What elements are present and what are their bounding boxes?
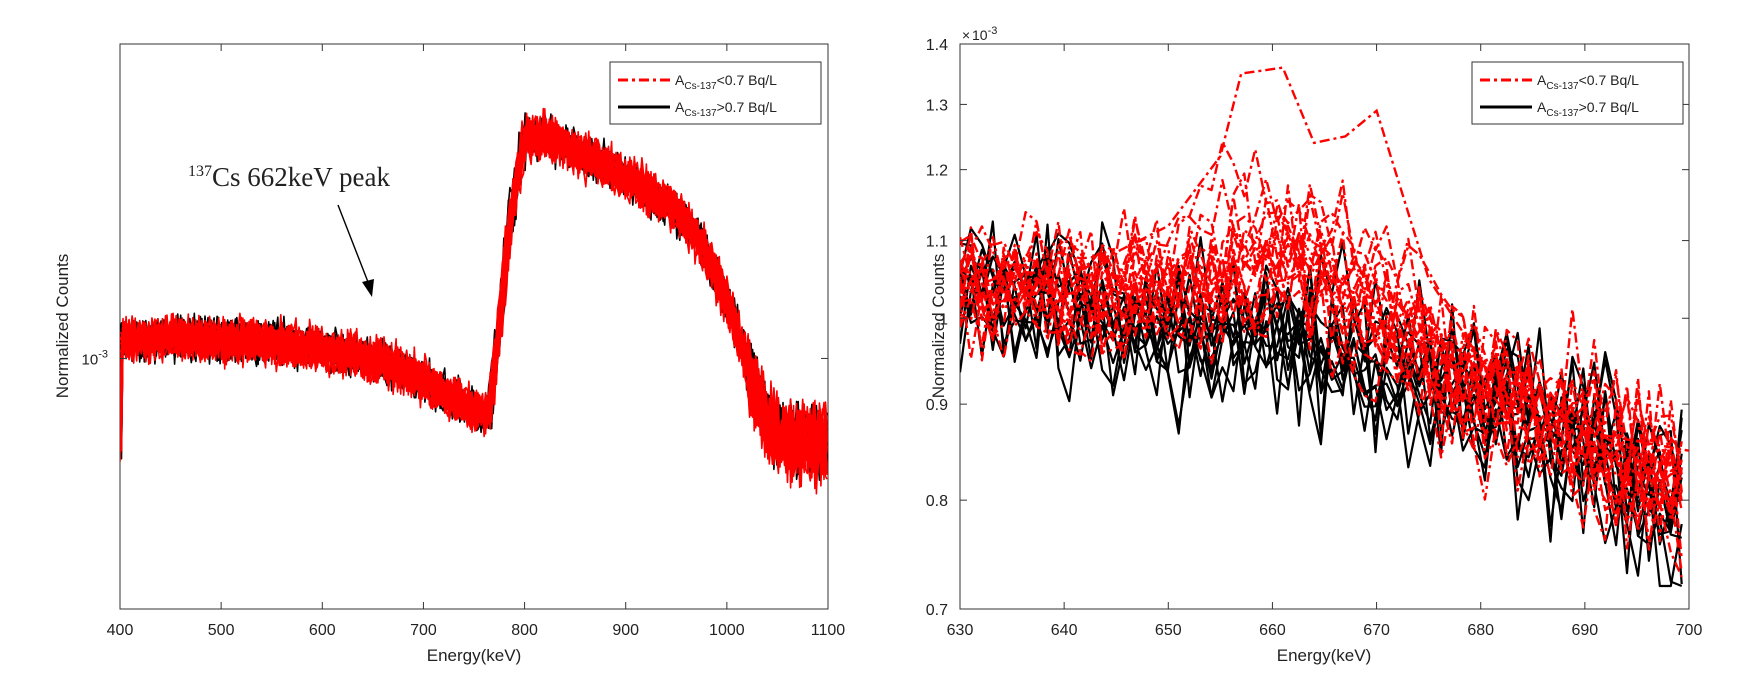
peak-annotation-mass-number: 137: [188, 163, 212, 180]
right-series-group: [960, 66, 1689, 588]
right-legend-label-high: ACs-137>0.7 Bq/L: [1537, 99, 1639, 119]
right-y-tick-label-1.4: 1.4: [926, 37, 948, 54]
left-x-tick-label-1100: 1100: [811, 622, 846, 639]
right-series-high-6: [960, 233, 1683, 575]
right-y-tick-label-1.2: 1.2: [926, 163, 948, 180]
left-axis-ticks: 400 500 600 700 800 900 1000 1100 10-3: [82, 44, 846, 639]
right-series-low-12: [960, 195, 1683, 551]
left-legend-box: [609, 61, 822, 125]
peak-annotation-arrow: [337, 204, 369, 283]
right-legend: ACs-137<0.7 Bq/L ACs-137>0.7 Bq/L: [1471, 61, 1684, 125]
right-y-tick-label-1.1: 1.1: [926, 234, 948, 251]
right-axis-ticks: 630 640 650 660 670 680 690 700 0.7 0.8 0.9 1 1.1 1.2…: [926, 37, 1703, 639]
right-series-low-8: [960, 211, 1683, 573]
right-exponent-label: 10-3: [972, 25, 997, 43]
right-x-tick-label-630: 630: [947, 622, 974, 639]
right-legend-box: [1471, 61, 1684, 125]
right-y-tick-label-0.8: 0.8: [926, 493, 948, 510]
right-x-tick-label-680: 680: [1467, 622, 1494, 639]
right-y-tick-label-1.3: 1.3: [926, 97, 948, 114]
right-series-low-11: [960, 178, 1683, 505]
right-series-low-5: [960, 211, 1682, 550]
right-x-label: Energy(keV): [1277, 646, 1371, 665]
right-series-low-15: [960, 226, 1683, 519]
right-series-low-16: [960, 202, 1683, 505]
peak-annotation-text: Cs 662keV peak: [212, 162, 390, 192]
right-x-tick-label-670: 670: [1363, 622, 1390, 639]
peak-annotation-arrowhead: [362, 279, 374, 297]
left-y-tick-label-0: 10-3: [82, 348, 108, 368]
left-x-label: Energy(keV): [427, 646, 521, 665]
left-legend-label-low: ACs-137<0.7 Bq/L: [675, 72, 777, 92]
left-legend-label-high: ACs-137>0.7 Bq/L: [675, 99, 777, 119]
right-legend-label-low: ACs-137<0.7 Bq/L: [1537, 72, 1639, 92]
left-legend: ACs-137<0.7 Bq/L ACs-137>0.7 Bq/L: [609, 61, 822, 125]
right-series-high-3: [960, 238, 1683, 532]
right-x-tick-label-700: 700: [1676, 622, 1703, 639]
left-series-low-17: [120, 115, 828, 489]
peak-annotation: 137Cs 662keV peak: [188, 162, 390, 192]
right-series-low-10: [960, 230, 1683, 559]
right-x-tick-label-660: 660: [1259, 622, 1286, 639]
right-y-tick-label-0.7: 0.7: [926, 602, 948, 619]
right-series-low-peak: [960, 66, 1689, 452]
left-x-tick-label-900: 900: [612, 622, 639, 639]
right-y-tick-label-0.9: 0.9: [926, 397, 948, 414]
left-x-tick-label-1000: 1000: [709, 622, 745, 639]
left-x-tick-label-700: 700: [410, 622, 437, 639]
left-series-group: [120, 107, 828, 495]
right-chart: 630 640 650 660 670 680 690 700 0.7 0.8 0.9 1 1.1 1.2…: [926, 25, 1703, 665]
left-series-low-16: [120, 115, 828, 489]
right-y-tick-label-1: 1: [939, 311, 948, 328]
right-series-low-6: [960, 224, 1683, 529]
right-x-tick-label-640: 640: [1051, 622, 1078, 639]
left-chart: 400 500 600 700 800 900 1000 1100 10-3 Energy(ke…: [53, 43, 846, 665]
right-series-high-10: [960, 220, 1683, 522]
left-x-tick-label-400: 400: [107, 622, 134, 639]
left-y-label: Normalized Counts: [53, 254, 72, 399]
right-x-tick-label-690: 690: [1572, 622, 1599, 639]
right-y-label: Normalized Counts: [929, 254, 948, 399]
left-x-tick-label-600: 600: [309, 622, 336, 639]
right-exponent-times: ×: [962, 27, 970, 43]
left-x-tick-label-800: 800: [511, 622, 538, 639]
right-x-tick-label-650: 650: [1155, 622, 1182, 639]
left-x-tick-label-500: 500: [208, 622, 235, 639]
right-series-low-7: [960, 184, 1683, 578]
